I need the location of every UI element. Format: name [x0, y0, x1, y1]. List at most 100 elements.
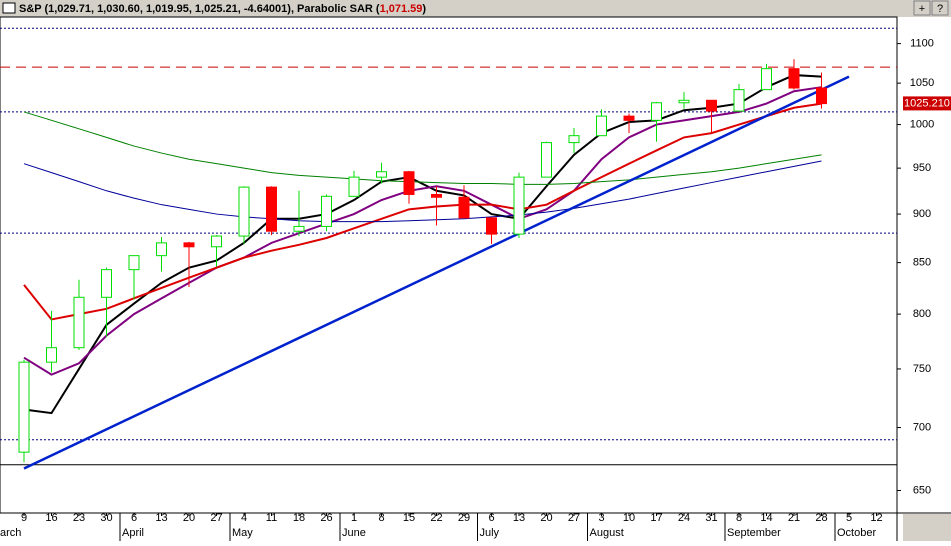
x-tick-label: 13 — [155, 512, 167, 524]
average-line — [23, 102, 822, 321]
x-tick-label: 6 — [131, 512, 137, 524]
x-tick-label: 27 — [568, 512, 580, 524]
month-label: July — [480, 527, 500, 539]
month-label: May — [232, 527, 253, 539]
candle-body — [513, 176, 525, 235]
candle-body — [651, 102, 662, 121]
y-tick-label: 1000 — [910, 118, 934, 130]
scroll-box[interactable] — [903, 514, 951, 541]
x-tick-label: 9 — [21, 512, 27, 524]
candle-body — [238, 186, 250, 237]
x-tick-label: 3 — [598, 512, 604, 524]
candle-body — [788, 68, 800, 89]
average-line — [23, 86, 822, 376]
x-tick-label: 11 — [266, 512, 277, 524]
window-icon — [2, 2, 16, 14]
month-label: September — [727, 527, 781, 539]
candle-body — [73, 296, 85, 349]
x-tick-label: 23 — [73, 512, 85, 524]
candle-body — [458, 196, 470, 219]
candle-body — [101, 269, 112, 298]
candle-body — [18, 361, 30, 453]
button-frame[interactable] — [913, 0, 931, 16]
candle-body — [46, 347, 57, 363]
x-tick-label: 12 — [870, 512, 882, 524]
month-label: August — [590, 527, 624, 539]
plot-layer: 6507007508008509009501000105011009arch16… — [0, 27, 951, 541]
average-line — [23, 111, 822, 185]
x-tick-label: 8 — [378, 512, 384, 524]
candle-body — [403, 171, 415, 195]
x-tick-label: 4 — [241, 512, 247, 524]
candle-body — [183, 242, 195, 248]
month-label: arch — [0, 527, 21, 539]
candle-body — [596, 115, 607, 137]
x-tick-label: 6 — [488, 512, 494, 524]
x-tick-label: 16 — [45, 512, 57, 524]
candle-body — [266, 186, 277, 232]
month-label: June — [342, 527, 366, 539]
candle-body — [706, 99, 717, 112]
candle-body — [486, 217, 497, 235]
candle-body — [541, 142, 552, 178]
y-tick-label: 1100 — [910, 38, 934, 50]
candle-body — [156, 242, 167, 257]
x-tick-label: 5 — [846, 512, 852, 524]
candle-body — [293, 225, 305, 232]
x-tick-label: 26 — [320, 512, 332, 524]
candle-body — [376, 171, 387, 178]
average-line — [23, 160, 822, 223]
window-button[interactable]: ? — [937, 3, 943, 15]
x-tick-label: 10 — [623, 512, 635, 524]
x-tick-label: 29 — [458, 512, 470, 524]
x-tick-label: 1 — [351, 512, 357, 524]
candle-body — [678, 99, 690, 104]
y-tick-label: 1050 — [910, 77, 934, 89]
button-frame[interactable] — [931, 0, 949, 16]
x-tick-label: 13 — [513, 512, 525, 524]
y-tick-label: 850 — [913, 257, 931, 269]
window-button[interactable]: + — [919, 3, 925, 15]
candle-body — [816, 87, 827, 105]
x-tick-label: 18 — [293, 512, 305, 524]
y-tick-label: 950 — [913, 162, 931, 174]
x-tick-label: 14 — [760, 512, 772, 524]
y-tick-label: 800 — [913, 308, 931, 320]
x-tick-label: 17 — [650, 512, 662, 524]
candle-body — [761, 68, 772, 91]
title-text: S&P (1,029.71, 1,030.60, 1,019.95, 1,025… — [19, 3, 380, 15]
candle-body — [733, 89, 745, 112]
candle-body — [211, 235, 222, 248]
candle-body — [348, 176, 360, 197]
y-tick-label: 900 — [913, 208, 931, 220]
title-end: ) — [422, 3, 426, 15]
candle-body — [128, 255, 140, 271]
title-bar — [0, 0, 951, 17]
price-tag-label: 1025.210 — [904, 97, 950, 109]
chart-title: S&P (1,029.71, 1,030.60, 1,019.95, 1,025… — [19, 3, 426, 15]
x-tick-label: 15 — [403, 512, 415, 524]
x-tick-label: 20 — [183, 512, 195, 524]
price-tag — [903, 96, 951, 111]
month-label: April — [122, 527, 144, 539]
y-tick-label: 750 — [913, 363, 931, 375]
x-tick-label: 20 — [540, 512, 552, 524]
candle-body — [321, 195, 332, 227]
y-tick-label: 700 — [913, 421, 931, 433]
candle-body — [623, 115, 635, 121]
x-tick-label: 30 — [100, 512, 112, 524]
candle-body — [431, 193, 442, 198]
x-tick-label: 21 — [788, 512, 800, 524]
x-tick-label: 27 — [210, 512, 222, 524]
x-tick-label: 22 — [430, 512, 442, 524]
sar-value: 1,071.59 — [380, 3, 423, 15]
x-tick-label: 8 — [736, 512, 742, 524]
candle-body — [568, 135, 580, 144]
x-tick-label: 28 — [815, 512, 827, 524]
month-label: October — [837, 527, 876, 539]
y-tick-label: 650 — [913, 484, 931, 496]
trendline — [23, 75, 850, 470]
x-tick-label: 24 — [678, 512, 690, 524]
average-line — [23, 74, 822, 415]
